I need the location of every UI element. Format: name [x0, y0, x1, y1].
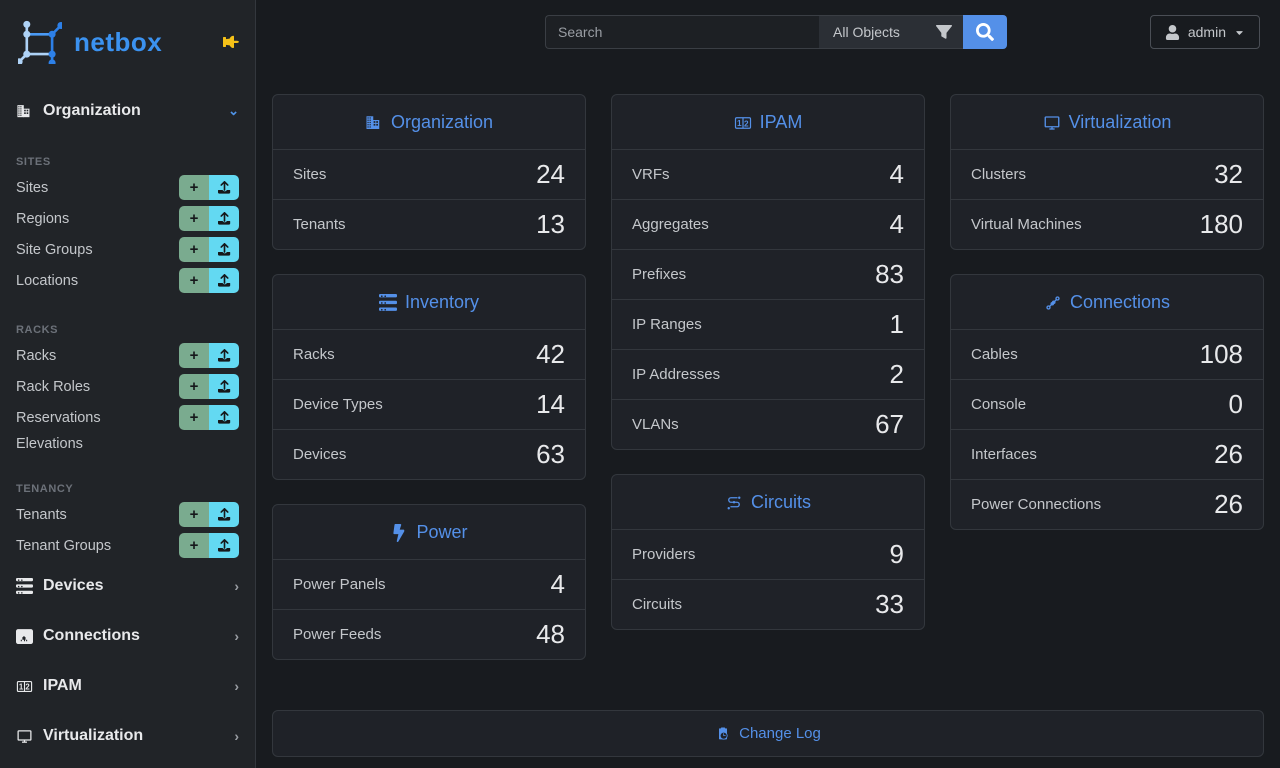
svg-text:2: 2: [25, 682, 30, 691]
svg-text:1: 1: [19, 682, 24, 691]
svg-text:1: 1: [737, 119, 742, 128]
svg-text:2: 2: [744, 119, 749, 128]
